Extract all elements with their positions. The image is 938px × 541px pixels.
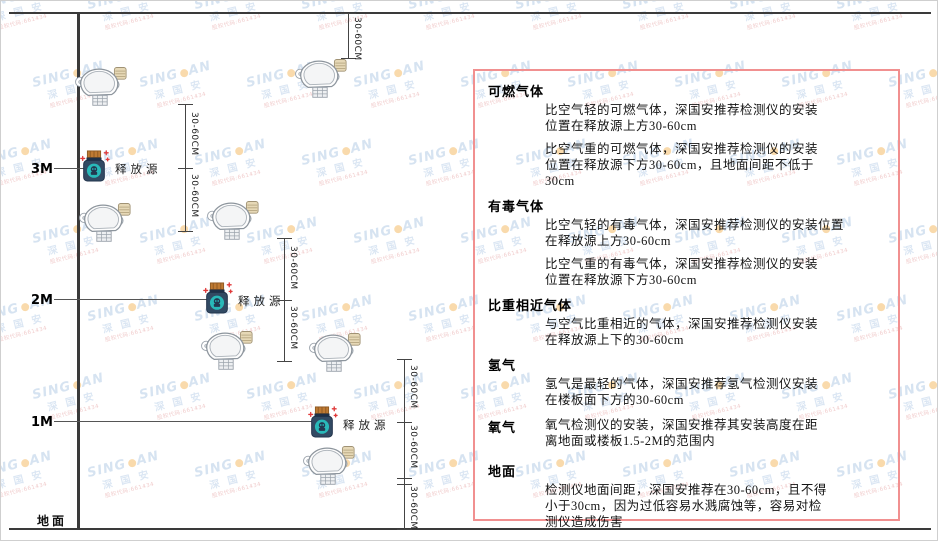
section-paragraph: 氧气检测仪的安装，深国安推荐其安装高度在距 离地面或楼板1.5-2M的范围内 <box>545 418 819 448</box>
release-source-label: 释放源 <box>343 420 390 432</box>
section-title: 地面 <box>488 464 517 479</box>
ground-line <box>9 528 931 530</box>
section-paragraph: 比空气重的有毒气体，深国安推荐检测仪的安装 位置在释放源下方30-60cm <box>545 257 819 287</box>
height-axis-line <box>77 12 80 529</box>
dimension-tick <box>341 58 356 59</box>
gas-detector-icon <box>199 327 253 372</box>
section-paragraph: 与空气比重相近的气体，深国安推荐检测仪安装 在释放源上下的30-60cm <box>545 317 819 347</box>
dimension-tick <box>397 478 412 479</box>
dimension-indicator: 30-60CM 30-60CM <box>178 104 204 232</box>
section-paragraph: 比空气轻的有毒气体，深国安推荐检测仪的安装位置 在释放源上方30-60cm <box>545 218 845 248</box>
dimension-line <box>404 359 405 529</box>
dimension-value-label: 30-60CM <box>288 246 298 290</box>
release-source-icon <box>306 405 338 438</box>
dimension-value-label: 30-60CM <box>408 486 418 530</box>
gas-detector-icon <box>205 197 259 242</box>
panel-section: 可燃气体 比空气轻的可燃气体，深国安推荐检测仪的安装 位置在释放源上方30-60… <box>488 81 886 189</box>
dimension-tick <box>397 529 412 530</box>
section-paragraph: 比空气轻的可燃气体，深国安推荐检测仪的安装 位置在释放源上方30-60cm <box>545 103 819 133</box>
height-label: 2M <box>31 293 53 308</box>
panel-section: 氢气 氢气是最轻的气体，深国安推荐氢气检测仪安装 在楼板面下方的30-60cm <box>488 355 886 408</box>
section-paragraphs: 比空气轻的有毒气体，深国安推荐检测仪的安装位置 在释放源上方30-60cm 比空气… <box>488 217 886 288</box>
section-title: 比重相近气体 <box>488 298 573 313</box>
section-paragraphs: 氧气检测仪的安装，深国安推荐其安装高度在距 离地面或楼板1.5-2M的范围内 <box>545 415 818 456</box>
dimension-tick <box>178 231 193 232</box>
dimension-tick <box>397 359 412 360</box>
dimension-tick <box>397 484 412 485</box>
dimension-value-label: 30-60CM <box>288 306 298 350</box>
gas-detector-icon <box>307 329 361 374</box>
dimension-tick <box>178 104 193 105</box>
ground-label: 地面 <box>37 514 68 528</box>
dimension-indicator: 30-60CM <box>341 13 367 61</box>
gas-detector-icon <box>293 55 347 100</box>
dimension-value-label: 30-60CM <box>189 112 199 156</box>
gas-detector-icon <box>73 63 127 108</box>
dimension-indicator: 30-60CM 30-60CM 30-60CM <box>397 359 423 530</box>
dimension-line <box>284 238 285 361</box>
panel-section: 有毒气体 比空气轻的有毒气体，深国安推荐检测仪的安装位置 在释放源上方30-60… <box>488 196 886 288</box>
dimension-tick <box>178 168 193 169</box>
height-label: 1M <box>31 415 53 430</box>
release-source-icon <box>78 149 110 182</box>
section-paragraph: 检测仪地面间距，深国安推荐在30-60cm，且不得 小于30cm，因为过低容易水… <box>545 483 827 529</box>
dimension-tick <box>277 361 292 362</box>
dimension-tick <box>397 422 412 423</box>
level-leader-line <box>54 421 312 422</box>
dimension-value-label: 30-60CM <box>408 365 418 409</box>
dimension-value-label: 30-60CM <box>189 174 199 218</box>
release-source-label: 释放源 <box>115 164 162 176</box>
release-source-icon <box>201 281 233 314</box>
dimension-line <box>185 104 186 231</box>
section-title: 氧气 <box>488 420 517 435</box>
panel-section: 比重相近气体 与空气比重相近的气体，深国安推荐检测仪安装 在释放源上下的30-6… <box>488 295 886 348</box>
release-source-label: 释放源 <box>238 296 285 308</box>
dimension-line <box>348 13 349 58</box>
panel-section: 地面 检测仪地面间距，深国安推荐在30-60cm，且不得 小于30cm，因为过低… <box>488 461 886 530</box>
section-title: 氢气 <box>488 358 517 373</box>
dimension-tick <box>341 13 356 14</box>
section-paragraphs: 检测仪地面间距，深国安推荐在30-60cm，且不得 小于30cm，因为过低容易水… <box>488 482 886 530</box>
dimension-value-label: 30-60CM <box>352 17 362 61</box>
dimension-tick <box>277 300 292 301</box>
gas-detector-icon <box>301 442 355 487</box>
section-paragraph: 比空气重的可燃气体，深国安推荐检测仪的安装 位置在释放源下方30-60cm，且地… <box>545 142 819 188</box>
dimension-value-label: 30-60CM <box>408 425 418 469</box>
gas-detector-icon <box>77 199 131 244</box>
section-title: 有毒气体 <box>488 199 545 214</box>
section-title: 可燃气体 <box>488 84 545 99</box>
level-leader-line <box>54 168 87 169</box>
recommendations-panel: 可燃气体 比空气轻的可燃气体，深国安推荐检测仪的安装 位置在释放源上方30-60… <box>473 69 900 529</box>
section-paragraph: 氢气是最轻的气体，深国安推荐氢气检测仪安装 在楼板面下方的30-60cm <box>545 377 819 407</box>
level-leader-line <box>54 299 207 300</box>
dimension-indicator: 30-60CM 30-60CM <box>277 238 303 362</box>
ceiling-line <box>9 12 931 14</box>
dimension-tick <box>277 238 292 239</box>
panel-section: 氧气 氧气检测仪的安装，深国安推荐其安装高度在距 离地面或楼板1.5-2M的范围… <box>488 415 886 456</box>
section-paragraphs: 比空气轻的可燃气体，深国安推荐检测仪的安装 位置在释放源上方30-60cm 比空气… <box>488 102 886 189</box>
section-paragraphs: 氢气是最轻的气体，深国安推荐氢气检测仪安装 在楼板面下方的30-60cm <box>488 376 886 408</box>
height-label: 3M <box>31 162 53 177</box>
section-paragraphs: 与空气比重相近的气体，深国安推荐检测仪安装 在释放源上下的30-60cm <box>488 316 886 348</box>
